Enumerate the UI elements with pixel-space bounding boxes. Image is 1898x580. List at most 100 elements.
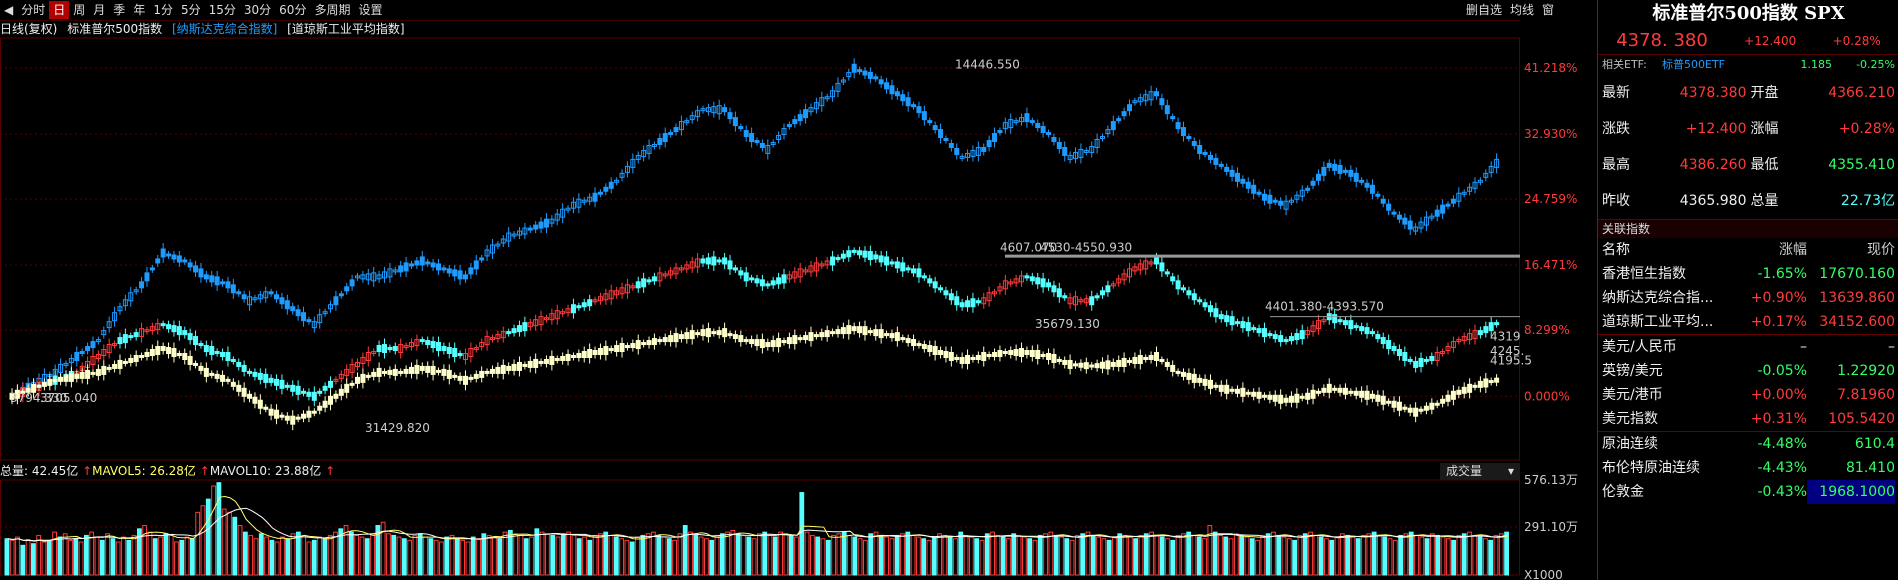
candle-body [776, 135, 782, 141]
volume-indicator-select[interactable]: 成交量 ▾ [1440, 463, 1520, 480]
volume-bar [470, 536, 476, 576]
candle-body [997, 130, 1003, 134]
candle-body [252, 371, 258, 377]
rel-price: 34152.600 [1819, 314, 1895, 330]
related-index-row[interactable]: 道琼斯工业平均... +0.17% 34152.600 [1598, 310, 1898, 334]
candle-body [382, 370, 387, 374]
candle-body [749, 277, 755, 281]
rel-name: 美元/人民币 [1602, 339, 1677, 355]
col-price: 现价 [1867, 242, 1895, 258]
candle-body [1423, 405, 1429, 411]
related-index-row[interactable]: 美元/人民币 – – [1598, 334, 1898, 359]
volume-bar [862, 539, 868, 576]
candle-body [1056, 288, 1062, 298]
vol-tick-label: 291.10万 [1524, 520, 1578, 534]
candle-body [657, 272, 663, 282]
compare-nasdaq-label[interactable]: [纳斯达克综合指数] [171, 22, 278, 36]
candle-body [916, 268, 922, 278]
candle-body [1359, 179, 1365, 183]
candle-body [220, 281, 226, 285]
candle-body [1488, 322, 1494, 332]
candle-body [1002, 122, 1008, 130]
period-tab-11[interactable]: 多周期 [314, 3, 351, 17]
candle-body [41, 381, 47, 387]
period-tab-8[interactable]: 15分 [208, 3, 236, 17]
rel-price: 7.81960 [1837, 387, 1895, 403]
candle-body [651, 338, 657, 346]
candle-body [1386, 340, 1392, 350]
candle-body [203, 274, 209, 280]
volume-bar [396, 536, 402, 576]
period-tab-5[interactable]: 年 [133, 3, 146, 17]
candle-body [808, 265, 814, 273]
candle-body [948, 293, 954, 301]
period-tab-1[interactable]: 日 [49, 1, 70, 19]
candle-body [1483, 378, 1489, 388]
toolbar-right-1[interactable]: 均线 [1509, 3, 1534, 17]
etf-name[interactable]: 标普500ETF [1662, 58, 1725, 71]
candle-body [446, 369, 452, 379]
side-price-row: 4378. 380 +12.400 +0.28% [1598, 28, 1898, 54]
candle-body [479, 370, 485, 378]
candle-body [1056, 358, 1062, 362]
related-index-row[interactable]: 原油连续 -4.48% 610.4 [1598, 431, 1898, 456]
period-tab-9[interactable]: 30分 [243, 3, 272, 17]
volume-bar [1387, 538, 1393, 576]
candle-body [1256, 391, 1262, 399]
rel-change: -4.48% [1757, 436, 1807, 452]
related-index-row[interactable]: 美元/港币 +0.00% 7.81960 [1598, 383, 1898, 407]
candle-body [830, 256, 836, 266]
related-index-row[interactable]: 布伦特原油连续 -4.43% 81.410 [1598, 456, 1898, 480]
candle-body [1488, 380, 1494, 384]
mavol5-label: MAVOL5: [92, 464, 146, 478]
candle-body [1029, 350, 1035, 358]
etf-row[interactable]: 相关ETF: 标普500ETF 1.185 -0.25% [1598, 54, 1898, 75]
volume-bar [94, 536, 100, 576]
period-tab-7[interactable]: 5分 [180, 3, 201, 17]
candle-body [290, 415, 296, 425]
candle-body [1364, 390, 1370, 400]
candle-body [419, 256, 425, 266]
volume-bar [560, 533, 566, 576]
related-index-row[interactable]: 香港恒生指数 -1.65% 17670.160 [1598, 262, 1898, 286]
period-tab-2[interactable]: 周 [73, 3, 86, 17]
main-chart[interactable]: 41.218% 32.930% 24.759% 16.471% 8.299% 0.000%… [0, 0, 1597, 580]
volume-bar [1424, 538, 1430, 576]
volume-bar [221, 508, 227, 576]
related-index-row[interactable]: 英镑/美元 -0.05% 1.22920 [1598, 359, 1898, 383]
related-index-row[interactable]: 伦敦金 -0.43% 1968.1000 [1598, 480, 1898, 504]
volume-bar [868, 533, 874, 576]
volume-bar [624, 539, 630, 576]
price-annotation: 4530-4550.930 [1040, 240, 1132, 254]
volume-bar [1117, 533, 1123, 576]
volume-bar [301, 534, 307, 576]
prev-icon[interactable]: ◀ [4, 3, 14, 17]
candle-body [1315, 320, 1321, 330]
period-tab-3[interactable]: 月 [93, 3, 106, 17]
candle-body [727, 112, 733, 120]
period-tab-6[interactable]: 1分 [153, 3, 173, 17]
period-tab-4[interactable]: 季 [113, 3, 126, 17]
candle-body [1434, 209, 1440, 217]
volume-bar [1398, 534, 1404, 576]
period-tab-10[interactable]: 60分 [279, 3, 307, 17]
candle-body [614, 290, 620, 296]
y-tick-label: 16.471% [1524, 258, 1577, 272]
volume-bar [1249, 538, 1255, 576]
related-index-row[interactable]: 美元指数 +0.31% 105.5420 [1598, 407, 1898, 431]
period-tab-12[interactable]: 设置 [358, 3, 383, 17]
candle-body [1105, 285, 1111, 293]
toolbar-right-2[interactable]: 窗 [1541, 3, 1554, 17]
candle-body [754, 278, 760, 284]
toolbar-right-0[interactable]: 删自选 [1465, 3, 1502, 17]
volume-bar [317, 536, 322, 576]
period-tab-0[interactable]: 分时 [21, 3, 46, 17]
volume-bar [46, 539, 52, 576]
volume-bar [1392, 539, 1398, 576]
volume-bar [348, 531, 354, 576]
related-index-row[interactable]: 纳斯达克综合指... +0.90% 13639.860 [1598, 286, 1898, 310]
candle-body [301, 312, 307, 322]
candle-body [716, 259, 722, 263]
compare-dji-label[interactable]: [道琼斯工业平均指数] [287, 22, 405, 36]
toolbar-right: 删自选 均线窗 [1462, 0, 1558, 20]
